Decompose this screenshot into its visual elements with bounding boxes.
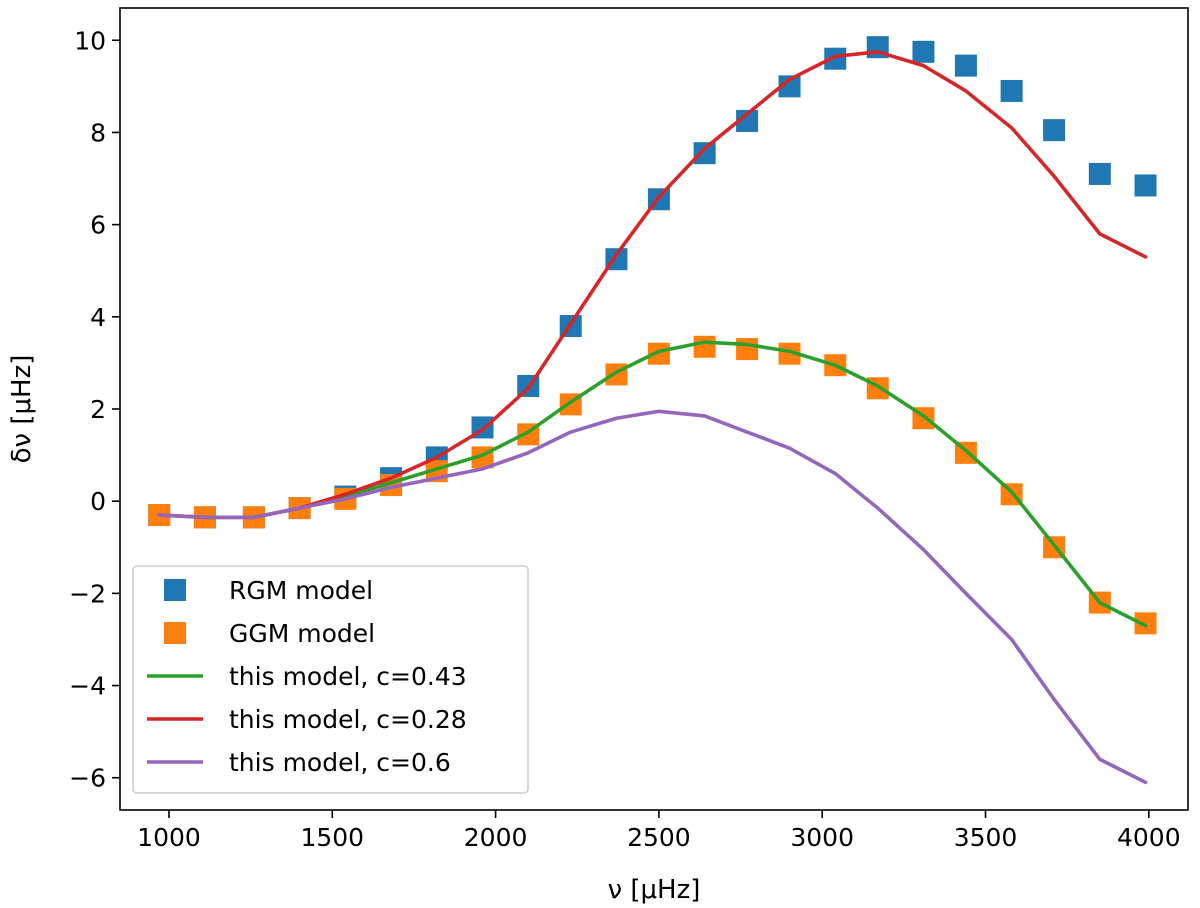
legend-label: this model, c=0.28 bbox=[229, 705, 467, 734]
data-point bbox=[693, 335, 716, 358]
y-tick-label: −6 bbox=[69, 764, 106, 793]
legend-label: this model, c=0.6 bbox=[229, 748, 451, 777]
y-tick-label: −2 bbox=[69, 579, 106, 608]
x-tick-label: 2000 bbox=[464, 823, 528, 852]
data-point bbox=[1134, 174, 1157, 197]
data-point bbox=[954, 54, 977, 77]
x-tick-label: 3500 bbox=[954, 823, 1018, 852]
legend-label: RGM model bbox=[229, 576, 373, 605]
legend-item: GGM model bbox=[164, 619, 375, 648]
legend-label: this model, c=0.43 bbox=[229, 662, 467, 691]
data-point bbox=[778, 342, 801, 365]
data-point bbox=[912, 40, 935, 63]
legend-box bbox=[132, 565, 529, 794]
series-line bbox=[157, 409, 1148, 785]
tick-layer: 1000 1500 2000 2500 3000 3500 4000 10 8 6 4 2 0 −2 −4 −… bbox=[69, 26, 1180, 852]
data-point bbox=[1088, 162, 1111, 185]
y-tick-label: −4 bbox=[69, 672, 106, 701]
legend-swatch-square bbox=[164, 622, 186, 644]
x-tick-label: 2500 bbox=[627, 823, 691, 852]
y-tick-label: 0 bbox=[90, 487, 106, 516]
y-tick-label: 2 bbox=[90, 395, 106, 424]
data-point bbox=[736, 338, 759, 361]
series-this-model-c-0-6 bbox=[157, 409, 1148, 785]
y-tick-label: 6 bbox=[90, 211, 106, 240]
data-point bbox=[1134, 612, 1157, 635]
x-tick-label: 1500 bbox=[300, 823, 364, 852]
legend-swatch-square bbox=[164, 579, 186, 601]
x-tick-label: 1000 bbox=[137, 823, 201, 852]
x-tick-label: 4000 bbox=[1117, 823, 1181, 852]
data-point bbox=[647, 342, 670, 365]
y-tick-label: 8 bbox=[90, 118, 106, 147]
y-tick-label: 4 bbox=[90, 303, 106, 332]
data-point bbox=[693, 142, 716, 165]
y-tick-label: 10 bbox=[74, 26, 106, 55]
series-layer bbox=[148, 36, 1157, 785]
x-tick-label: 3000 bbox=[790, 823, 854, 852]
data-point bbox=[778, 75, 801, 98]
data-point bbox=[1043, 119, 1066, 142]
data-point bbox=[736, 109, 759, 132]
series-this-model-c-0-28 bbox=[157, 49, 1148, 520]
data-point bbox=[824, 47, 847, 70]
legend-item: this model, c=0.6 bbox=[147, 748, 451, 777]
legend-item: this model, c=0.28 bbox=[147, 705, 467, 734]
x-axis-label: ν [μHz] bbox=[608, 875, 701, 905]
data-point bbox=[1000, 79, 1023, 102]
y-axis-label: δν [μHz] bbox=[7, 355, 37, 464]
legend-item: this model, c=0.43 bbox=[147, 662, 467, 691]
legend-item: RGM model bbox=[164, 576, 373, 605]
series-line bbox=[157, 49, 1148, 520]
legend: RGM model GGM model this model, c=0.43 this… bbox=[132, 565, 529, 794]
legend-label: GGM model bbox=[229, 619, 375, 648]
